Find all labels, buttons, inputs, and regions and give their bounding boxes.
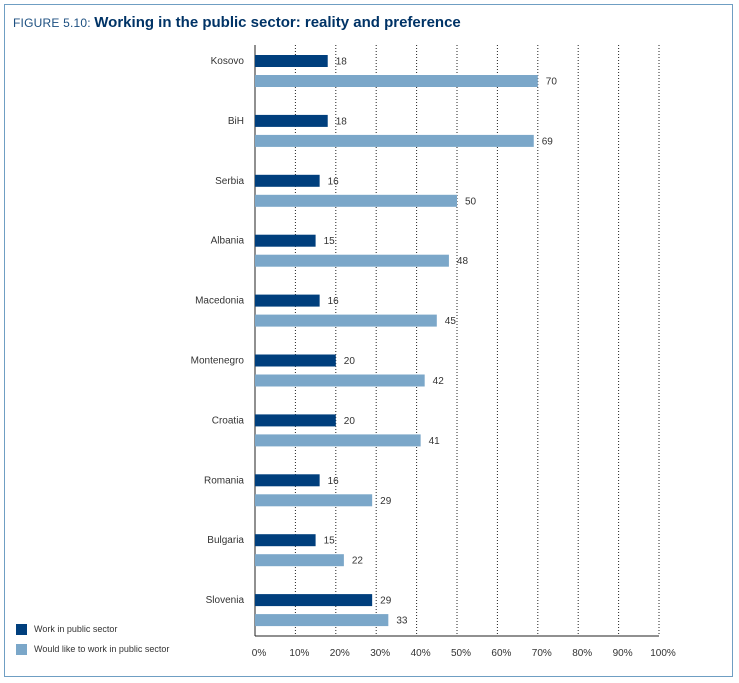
bar — [255, 614, 389, 627]
legend-label: Work in public sector — [34, 624, 117, 634]
bar — [255, 134, 534, 147]
bar — [255, 434, 421, 447]
x-tick-label: 60% — [491, 648, 511, 659]
figure-title: FIGURE 5.10: Working in the public secto… — [13, 14, 461, 32]
category-label: Macedonia — [195, 296, 244, 307]
data-label: 18 — [336, 116, 348, 127]
x-tick-label: 0% — [252, 648, 267, 659]
bar — [255, 314, 437, 327]
data-label: 45 — [445, 316, 457, 327]
x-tick-label: 30% — [370, 648, 390, 659]
bar — [255, 594, 373, 607]
data-label: 48 — [457, 256, 469, 267]
x-tick-label: 70% — [532, 648, 552, 659]
figure-frame — [4, 4, 733, 677]
category-label: Kosovo — [211, 56, 245, 67]
data-label: 41 — [429, 436, 441, 447]
data-label: 69 — [542, 136, 554, 147]
bar — [255, 55, 328, 67]
legend-swatch — [16, 624, 27, 635]
bar — [255, 534, 316, 547]
x-tick-label: 80% — [572, 648, 592, 659]
data-label: 16 — [328, 476, 340, 487]
data-label: 15 — [324, 536, 336, 547]
category-label: Bulgaria — [207, 535, 244, 546]
bar — [255, 554, 344, 567]
data-label: 22 — [352, 556, 364, 567]
data-label: 18 — [336, 57, 348, 68]
bar — [255, 75, 538, 87]
category-label: Albania — [211, 236, 245, 247]
category-label: Montenegro — [191, 356, 245, 367]
x-tick-label: 10% — [289, 648, 309, 659]
bar — [255, 254, 449, 267]
x-tick-label: 20% — [330, 648, 350, 659]
bar — [255, 494, 373, 507]
legend-swatch — [16, 644, 27, 655]
bar — [255, 234, 316, 247]
legend-label: Would like to work in public sector — [34, 644, 169, 654]
figure-title-text: Working in the public sector: reality an… — [94, 14, 461, 31]
bar — [255, 414, 336, 427]
category-label: Slovenia — [206, 595, 245, 606]
bar — [255, 354, 336, 367]
category-label: Croatia — [212, 415, 245, 426]
x-tick-label: 90% — [613, 648, 633, 659]
x-tick-label: 50% — [451, 648, 471, 659]
category-label: Romania — [204, 475, 244, 486]
x-tick-label: 40% — [411, 648, 431, 659]
data-label: 70 — [546, 77, 558, 88]
data-label: 50 — [465, 196, 477, 207]
bar — [255, 174, 320, 187]
data-label: 29 — [380, 496, 392, 507]
category-label: BiH — [228, 116, 244, 127]
data-label: 16 — [328, 296, 340, 307]
data-label: 15 — [324, 236, 336, 247]
bar — [255, 294, 320, 307]
bar — [255, 194, 457, 207]
x-tick-label: 100% — [650, 648, 676, 659]
category-label: Serbia — [215, 176, 244, 187]
data-label: 42 — [433, 376, 445, 387]
figure-number: FIGURE 5.10: — [13, 16, 95, 30]
data-label: 29 — [380, 596, 392, 607]
data-label: 33 — [396, 616, 408, 627]
data-label: 16 — [328, 176, 340, 187]
bar — [255, 114, 328, 127]
bar — [255, 474, 320, 487]
data-label: 20 — [344, 416, 356, 427]
data-label: 20 — [344, 356, 356, 367]
bar — [255, 374, 425, 387]
